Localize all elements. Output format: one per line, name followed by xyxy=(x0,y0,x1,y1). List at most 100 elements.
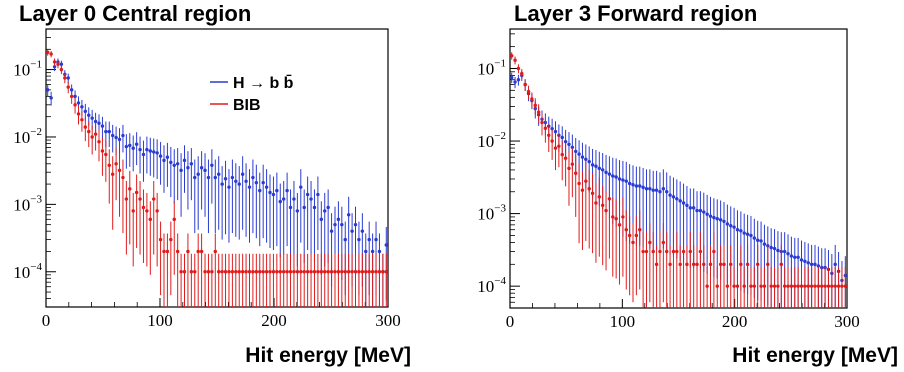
data-point xyxy=(49,52,53,56)
data-point xyxy=(316,192,320,197)
x-tick-label: 100 xyxy=(610,312,636,331)
data-point xyxy=(577,152,581,156)
data-point xyxy=(671,249,676,254)
data-point xyxy=(553,146,558,150)
data-point xyxy=(227,270,231,274)
data-point xyxy=(326,205,330,210)
data-point xyxy=(73,103,77,107)
data-point xyxy=(611,174,615,178)
data-point xyxy=(302,205,306,210)
data-point xyxy=(114,135,118,140)
data-point xyxy=(329,270,334,274)
data-point xyxy=(384,270,388,274)
data-point xyxy=(114,162,118,166)
data-point xyxy=(288,270,293,274)
data-point xyxy=(661,187,666,191)
data-point xyxy=(227,185,231,189)
data-point xyxy=(813,262,817,267)
data-point xyxy=(567,166,571,171)
data-point xyxy=(264,270,269,274)
data-point xyxy=(695,208,699,213)
legend-label-bib: BIB xyxy=(233,97,261,114)
data-point xyxy=(292,270,296,274)
data-point xyxy=(240,172,245,176)
data-point xyxy=(654,188,659,192)
x-tick-label: 300 xyxy=(834,312,860,331)
data-point xyxy=(230,175,235,180)
data-point xyxy=(165,155,170,159)
data-point xyxy=(823,284,827,288)
data-point xyxy=(312,270,317,274)
data-point xyxy=(336,270,341,274)
data-point xyxy=(590,191,595,196)
data-point xyxy=(759,284,763,288)
data-point xyxy=(353,222,358,227)
data-point xyxy=(186,249,190,254)
data-point xyxy=(661,240,666,245)
data-point xyxy=(638,184,642,188)
data-point xyxy=(749,233,753,238)
data-point xyxy=(789,254,794,258)
data-point xyxy=(278,199,282,204)
data-point xyxy=(776,284,780,288)
data-point xyxy=(319,217,324,222)
data-point xyxy=(234,270,238,274)
data-point xyxy=(732,225,736,229)
data-point xyxy=(305,192,310,197)
data-point xyxy=(285,188,289,193)
data-point xyxy=(665,190,669,194)
data-point xyxy=(715,284,719,288)
data-point xyxy=(809,262,814,267)
data-point xyxy=(648,240,652,245)
data-point xyxy=(364,249,368,254)
data-point xyxy=(759,239,763,243)
data-point xyxy=(627,181,632,186)
data-point xyxy=(210,270,214,274)
data-point xyxy=(550,139,554,143)
data-point xyxy=(830,284,834,288)
data-point xyxy=(223,177,228,181)
data-point xyxy=(162,249,166,254)
data-point xyxy=(597,195,602,199)
data-point xyxy=(644,249,649,254)
data-point xyxy=(93,132,98,136)
data-point xyxy=(152,197,156,201)
data-point xyxy=(121,175,125,180)
data-point xyxy=(614,175,618,179)
data-point xyxy=(536,110,541,114)
data-point xyxy=(678,262,682,267)
y-tick-base: 10 xyxy=(477,59,494,78)
data-point xyxy=(718,262,723,267)
data-point xyxy=(745,262,750,267)
data-point xyxy=(729,224,733,228)
y-tick-exponent: −4 xyxy=(30,261,42,273)
data-point xyxy=(357,237,361,242)
data-point xyxy=(134,142,139,146)
data-point xyxy=(641,185,645,190)
data-point xyxy=(833,284,837,288)
y-tick-label: 10−4 xyxy=(477,275,506,296)
data-point xyxy=(69,94,74,99)
data-point xyxy=(560,135,564,140)
data-point xyxy=(735,227,740,232)
data-point xyxy=(336,217,341,222)
data-point xyxy=(90,135,94,139)
data-point xyxy=(134,190,139,195)
data-point xyxy=(281,270,286,274)
data-point xyxy=(141,152,146,157)
data-point xyxy=(254,270,259,274)
data-point xyxy=(237,270,241,274)
data-point xyxy=(563,156,568,160)
data-point xyxy=(179,270,183,274)
data-point xyxy=(722,262,726,267)
data-point xyxy=(803,259,807,264)
data-point xyxy=(261,270,265,274)
data-point xyxy=(350,270,354,274)
data-point xyxy=(305,270,310,274)
data-point xyxy=(271,192,276,197)
data-point xyxy=(237,182,241,186)
y-tick-base: 10 xyxy=(13,128,30,147)
